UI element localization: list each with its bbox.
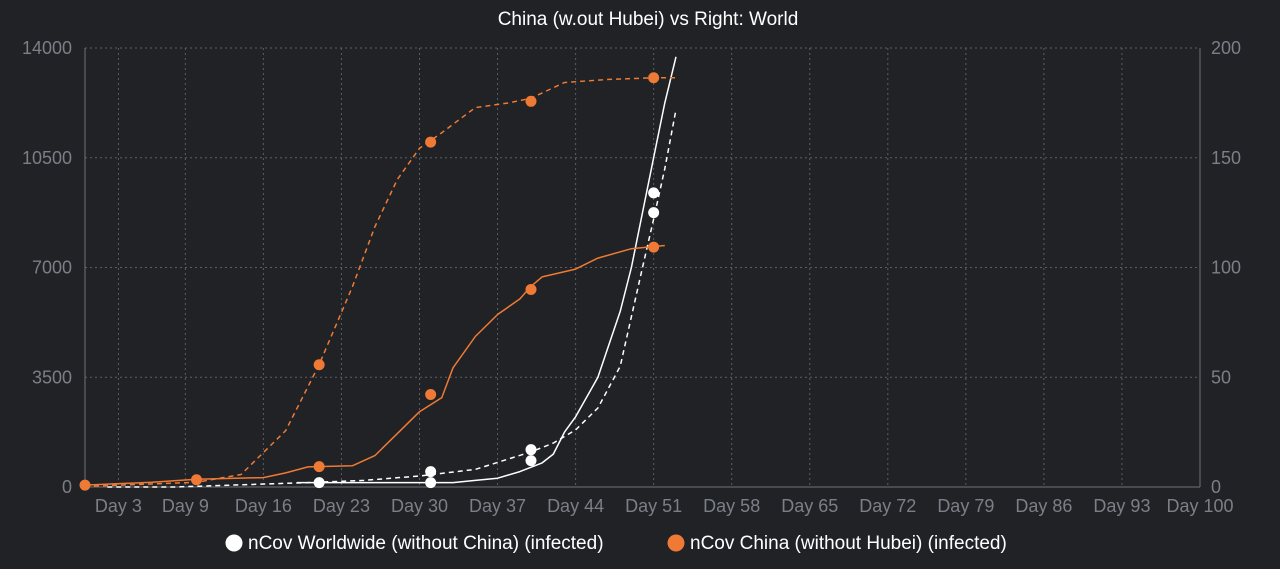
data-point-world_solid[interactable] [425, 477, 437, 489]
legend-marker [667, 534, 685, 552]
y-left-tick-label: 14000 [22, 38, 72, 58]
axes: 0 3500 7000 10500 14000 0 50 100 150 200 Day 3 Day … [22, 38, 1241, 516]
legend-item-1[interactable]: nCov Worldwide (without China) (infected… [225, 533, 604, 554]
x-tick-label: Day 79 [937, 496, 994, 516]
series-line-china_solid [84, 244, 665, 486]
x-tick-label: Day 72 [859, 496, 916, 516]
series-layer [79, 56, 677, 491]
chart-title: China (w.out Hubei) vs Right: World [498, 9, 799, 30]
legend[interactable]: nCov Worldwide (without China) (infected… [225, 533, 1007, 554]
x-tick-label: Day 9 [162, 496, 209, 516]
legend-label: nCov Worldwide (without China) (infected… [248, 533, 604, 554]
data-point-china_dashed[interactable] [648, 72, 660, 84]
y-right-tick-label: 50 [1211, 367, 1231, 387]
x-tick-label: Day 44 [547, 496, 604, 516]
x-tick-label: Day 100 [1166, 496, 1233, 516]
data-point-world_solid[interactable] [648, 187, 660, 199]
legend-marker [225, 534, 243, 552]
x-tick-label: Day 23 [313, 496, 370, 516]
series-line-world_dashed [107, 109, 677, 488]
x-tick-label: Day 93 [1093, 496, 1150, 516]
series-line-world_solid [296, 56, 677, 484]
legend-label: nCov China (without Hubei) (infected) [690, 533, 1007, 554]
data-point-china_dashed[interactable] [313, 359, 325, 371]
x-tick-label: Day 58 [703, 496, 760, 516]
data-point-china_solid[interactable] [191, 474, 202, 486]
data-point-world_solid[interactable] [525, 455, 537, 467]
x-tick-label: Day 30 [391, 496, 448, 516]
y-left-tick-label: 3500 [32, 367, 72, 387]
x-tick-label: Day 65 [781, 496, 838, 516]
x-tick-label: Day 37 [469, 496, 526, 516]
x-tick-label: Day 16 [235, 496, 292, 516]
data-point-world_solid[interactable] [648, 207, 660, 219]
data-point-world_dashed[interactable] [525, 444, 537, 456]
grid [85, 47, 1200, 487]
y-right-tick-label: 100 [1211, 258, 1241, 278]
data-point-china_dashed[interactable] [525, 95, 537, 107]
y-left-tick-label: 0 [62, 477, 72, 497]
data-point-china_solid[interactable] [525, 283, 537, 295]
x-tick-label: Day 86 [1015, 496, 1072, 516]
y-right-tick-label: 200 [1211, 38, 1241, 58]
series-line-china_dashed [84, 77, 676, 488]
y-left-tick-label: 7000 [32, 258, 72, 278]
y-right-tick-label: 150 [1211, 148, 1241, 168]
x-tick-label: Day 3 [95, 496, 142, 516]
data-point-china_solid[interactable] [648, 241, 660, 253]
data-point-china_solid[interactable] [313, 461, 325, 473]
legend-item-2[interactable]: nCov China (without Hubei) (infected) [667, 533, 1007, 554]
y-right-tick-label: 0 [1211, 477, 1221, 497]
data-point-china_solid[interactable] [425, 388, 437, 400]
data-point-world_dashed[interactable] [425, 466, 437, 478]
data-point-china_dashed[interactable] [425, 136, 437, 148]
x-tick-label: Day 51 [625, 496, 682, 516]
y-left-tick-label: 10500 [22, 148, 72, 168]
data-point-china_solid[interactable] [79, 479, 91, 491]
